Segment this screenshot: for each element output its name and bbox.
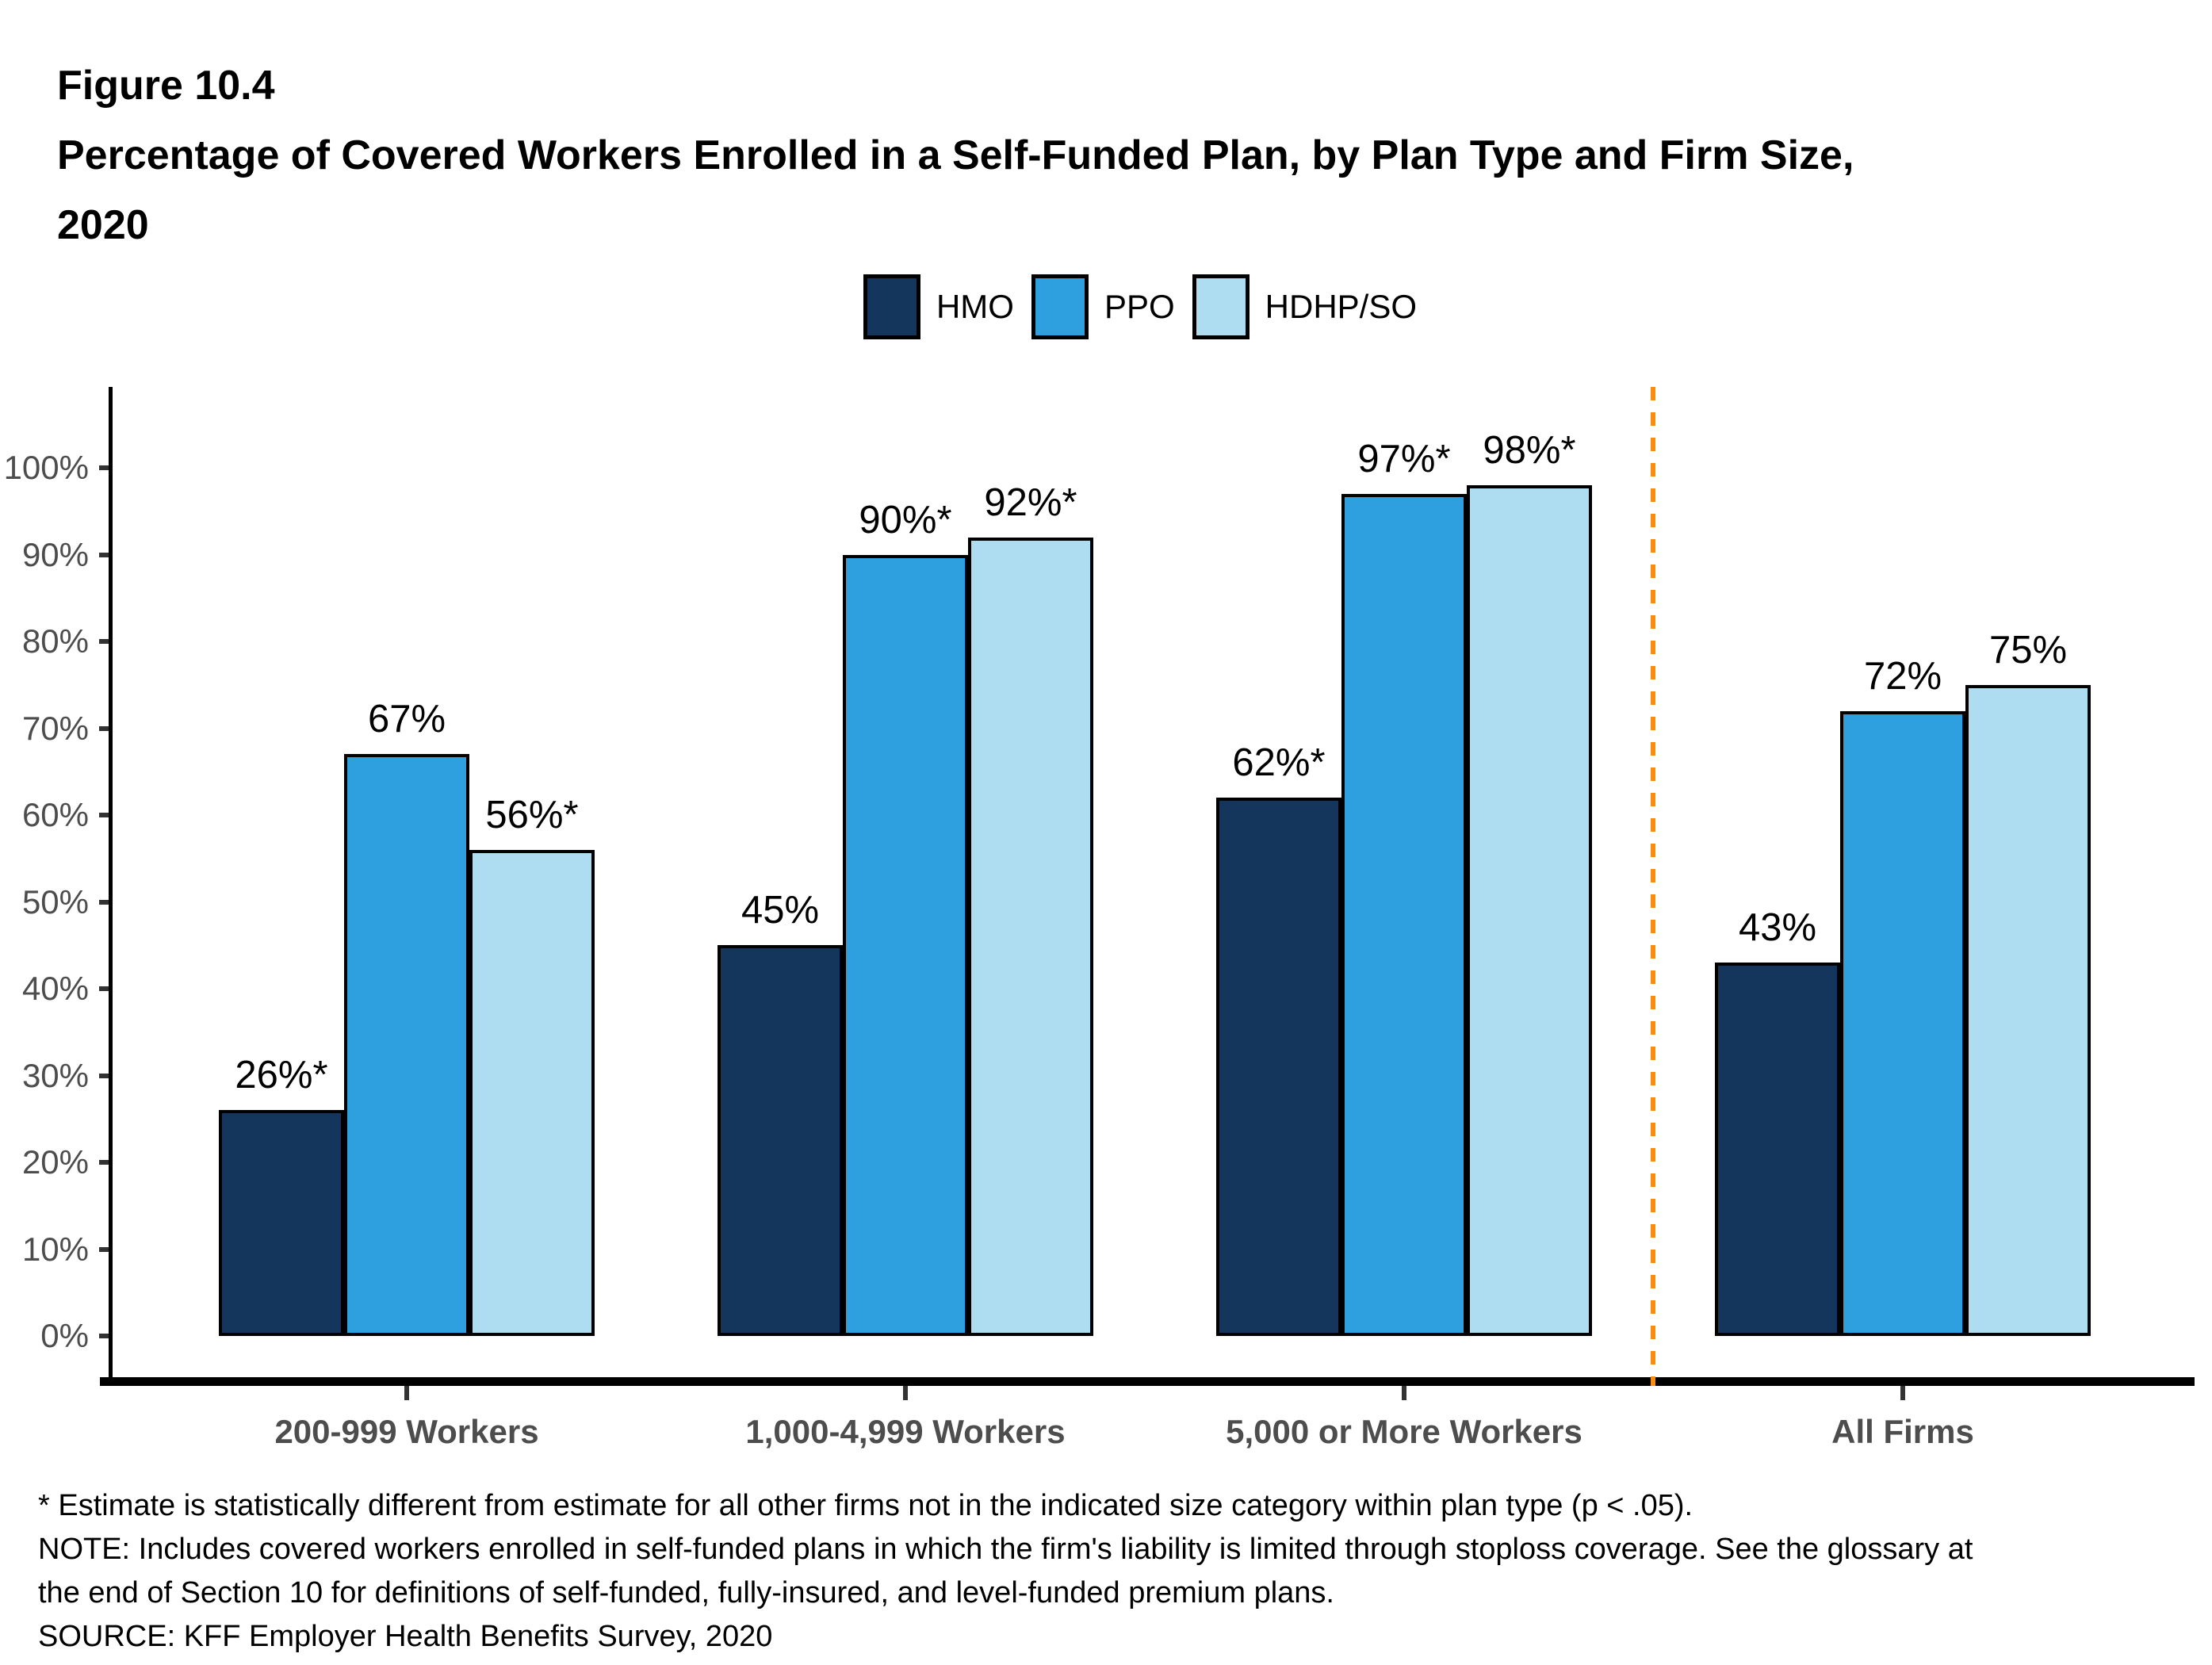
- y-axis-tick-label: 20%: [21, 1143, 89, 1181]
- bar-ppo-group2: [843, 555, 968, 1336]
- bar-hmo-group1: [219, 1110, 344, 1336]
- bar-value-label: 56%*: [485, 794, 579, 836]
- bar-value-label: 75%: [1988, 629, 2068, 672]
- y-axis-tick-label: 70%: [21, 709, 89, 747]
- bar-hdhp-so-group2: [968, 538, 1093, 1336]
- bar-hmo-group4: [1715, 963, 1840, 1336]
- y-axis-tick-label: 10%: [21, 1230, 89, 1268]
- bar-hdhp-so-group4: [1965, 685, 2091, 1336]
- chart-legend: HMO PPO HDHP/SO: [109, 271, 2171, 343]
- bar-value-label: 97%*: [1357, 438, 1451, 480]
- bar-value-label: 43%: [1738, 906, 1817, 949]
- y-axis-line: [109, 387, 113, 1386]
- bar-ppo-group1: [344, 754, 469, 1336]
- y-axis-tick-label: 0%: [40, 1317, 89, 1354]
- y-axis-tick-label: 40%: [21, 970, 89, 1007]
- footnote-source: SOURCE: KFF Employer Health Benefits Sur…: [38, 1620, 773, 1653]
- bar-value-label: 98%*: [1483, 429, 1576, 472]
- footnote-note-2: the end of Section 10 for definitions of…: [38, 1576, 1334, 1610]
- y-axis-tick-label: 30%: [21, 1056, 89, 1094]
- figure-title-year: 2020: [57, 202, 149, 248]
- bar-hdhp-so-group3: [1467, 485, 1592, 1336]
- legend-swatch-icon: [1192, 274, 1250, 339]
- x-axis-line: [100, 1377, 2195, 1386]
- y-axis-tick-label: 90%: [21, 535, 89, 573]
- legend-item-ppo: PPO: [1031, 274, 1175, 339]
- bar-hdhp-so-group1: [469, 850, 595, 1336]
- y-axis-tick: [99, 552, 109, 557]
- bar-ppo-group3: [1341, 494, 1467, 1336]
- x-axis-category-label: 5,000 or More Workers: [1226, 1413, 1582, 1450]
- y-axis-tick: [99, 899, 109, 905]
- bar-hmo-group3: [1216, 798, 1341, 1336]
- y-axis-tick: [99, 986, 109, 991]
- legend-item-hdhp-so: HDHP/SO: [1192, 274, 1417, 339]
- y-axis-tick: [99, 813, 109, 817]
- bar-value-label: 62%*: [1232, 741, 1326, 784]
- legend-label: PPO: [1104, 288, 1175, 325]
- y-axis-tick: [99, 1160, 109, 1165]
- y-axis-tick: [99, 725, 109, 731]
- legend-item-hmo: HMO: [863, 274, 1014, 339]
- y-axis-tick: [99, 465, 109, 470]
- legend-label: HDHP/SO: [1265, 288, 1418, 325]
- bar-value-label: 67%: [367, 698, 446, 741]
- x-axis-category-label: All Firms: [1831, 1413, 1974, 1450]
- y-axis-tick: [99, 639, 109, 644]
- y-axis-tick: [99, 1246, 109, 1252]
- x-axis-tick: [1402, 1386, 1406, 1400]
- bar-ppo-group4: [1840, 711, 1965, 1336]
- x-axis-category-label: 1,000-4,999 Workers: [745, 1413, 1066, 1450]
- y-axis-tick-label: 100%: [3, 449, 89, 486]
- figure-title: Figure 10.4 Percentage of Covered Worker…: [57, 51, 1854, 260]
- x-axis-tick: [1900, 1386, 1905, 1400]
- x-axis-category-label: 200-999 Workers: [274, 1413, 539, 1450]
- chart-footnotes: * Estimate is statistically different fr…: [38, 1484, 1973, 1659]
- all-firms-separator-line: [1651, 387, 1655, 1386]
- legend-label: HMO: [936, 288, 1014, 325]
- bar-value-label: 90%*: [859, 499, 952, 542]
- x-axis-tick: [903, 1386, 908, 1400]
- bar-value-label: 26%*: [235, 1054, 328, 1097]
- y-axis-tick-label: 60%: [21, 796, 89, 833]
- bar-value-label: 45%: [741, 889, 820, 932]
- bar-hmo-group2: [718, 945, 843, 1336]
- figure-number: Figure 10.4: [57, 63, 275, 109]
- x-axis-tick: [404, 1386, 409, 1400]
- figure-title-text: Percentage of Covered Workers Enrolled i…: [57, 132, 1854, 178]
- bar-value-label: 92%*: [984, 481, 1077, 524]
- legend-swatch-icon: [863, 274, 920, 339]
- y-axis-tick-label: 50%: [21, 882, 89, 921]
- footnote-note-1: NOTE: Includes covered workers enrolled …: [38, 1533, 1973, 1566]
- footnote-asterisk: * Estimate is statistically different fr…: [38, 1489, 1693, 1522]
- y-axis-tick: [99, 1073, 109, 1078]
- y-axis-tick-label: 80%: [21, 622, 89, 660]
- bar-value-label: 72%: [1863, 655, 1942, 698]
- legend-swatch-icon: [1031, 274, 1089, 339]
- y-axis-tick: [99, 1334, 109, 1338]
